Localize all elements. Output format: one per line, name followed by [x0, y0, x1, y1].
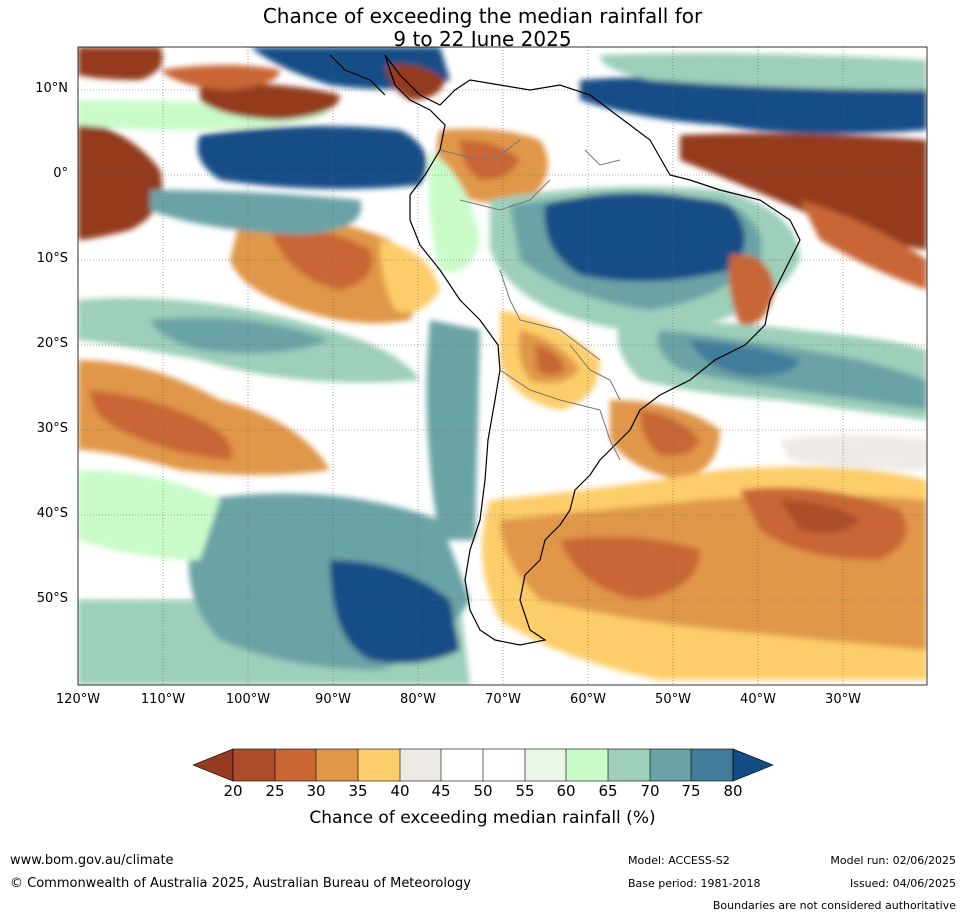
colorbar-tick-75: 75 [681, 782, 701, 800]
colorbar-tick-25: 25 [265, 782, 285, 800]
colorbar-tick-60: 60 [556, 782, 576, 800]
field-west-20s-teal [150, 317, 330, 354]
footer-model-run: Model run: 02/06/2025 [830, 854, 956, 867]
field-north-orange [160, 65, 280, 90]
lat-label-10s: 10°S [36, 251, 68, 266]
field-north-red-band2 [200, 83, 340, 120]
field-southwest-green2 [78, 470, 220, 560]
map-title-line-2: 9 to 22 June 2025 [393, 27, 572, 51]
lat-label-20s: 20°S [36, 336, 68, 351]
colorbar-label: Chance of exceeding median rainfall (%) [309, 808, 656, 828]
colorbar-tick-70: 70 [640, 782, 660, 800]
field-atlantic-eq-blue [580, 76, 927, 134]
footer-disclaimer: Boundaries are not considered authoritat… [712, 899, 956, 912]
field-atlantic-eq-red [680, 133, 927, 250]
field-caribbean-red [385, 64, 445, 100]
field-amazon-blue [544, 192, 745, 282]
footer-base-period: Base period: 1981-2018 [628, 877, 761, 890]
lat-label-30s: 30°S [36, 421, 68, 436]
colorbar-tick-80: 80 [723, 782, 743, 800]
colorbar-tick-20: 20 [223, 782, 243, 800]
field-uruguay-dark [640, 410, 700, 456]
grid-lines [78, 47, 927, 685]
footer-model: Model: ACCESS-S2 [628, 854, 730, 867]
colorbar-tick-35: 35 [348, 782, 368, 800]
colorbar-tick-55: 55 [515, 782, 535, 800]
lon-label-30w: 30°W [825, 692, 861, 707]
field-satl-dark [560, 536, 700, 600]
field-nsa-dark [460, 140, 520, 180]
lon-label-70w: 70°W [485, 692, 521, 707]
lon-label-90w: 90°W [315, 692, 351, 707]
field-satl-grey [780, 435, 927, 470]
lon-label-80w: 80°W [400, 692, 436, 707]
field-atlantic-eq-orange [800, 200, 927, 290]
field-bolivia-dark [535, 345, 565, 375]
footer-issued: Issued: 04/06/2025 [849, 877, 956, 890]
field-eq-pacific-blue [197, 126, 427, 189]
lon-label-60w: 60°W [570, 692, 606, 707]
field-north-red-band [78, 47, 163, 80]
colorbar-tick-50: 50 [473, 782, 493, 800]
field-southwest-blue [330, 560, 460, 664]
lon-label-50w: 50°W [655, 692, 691, 707]
lon-label-110w: 110°W [140, 692, 186, 707]
field-west-10s-dark [270, 229, 372, 290]
lat-label-40s: 40°S [36, 506, 68, 521]
lon-label-120w: 120°W [55, 692, 101, 707]
field-se-brazil-blue [690, 340, 800, 376]
colorbar-tick-45: 45 [431, 782, 451, 800]
field-ne-brazil-orange [728, 254, 775, 326]
footer-website: www.bom.gov.au/climate [10, 853, 174, 868]
footer-copyright: © Commonwealth of Australia 2025, Austra… [10, 876, 471, 891]
lat-label-0: 0° [53, 166, 68, 181]
lat-label-10n: 10°N [35, 81, 68, 96]
field-west-10s-yellow [380, 240, 440, 313]
south-america-coastline [329, 54, 801, 646]
field-west-30s-dark [90, 390, 232, 460]
field-eq-pacific-teal [150, 190, 362, 235]
field-satl-darkest [780, 500, 860, 534]
colorbar-tick-65: 65 [598, 782, 618, 800]
colorbar-tick-40: 40 [390, 782, 410, 800]
map-title-line-1: Chance of exceeding the median rainfall … [262, 4, 703, 28]
lat-label-50s: 50°S [36, 591, 68, 606]
colorbar-tick-30: 30 [306, 782, 326, 800]
field-eq-west-red [78, 120, 162, 240]
lon-label-100w: 100°W [225, 692, 271, 707]
rainfall-field [78, 47, 927, 685]
field-west-30s-orange [78, 360, 330, 475]
field-atlantic-green [600, 53, 927, 90]
field-andes-green [428, 150, 480, 272]
country-boundaries [439, 139, 621, 461]
lon-label-40w: 40°W [740, 692, 776, 707]
